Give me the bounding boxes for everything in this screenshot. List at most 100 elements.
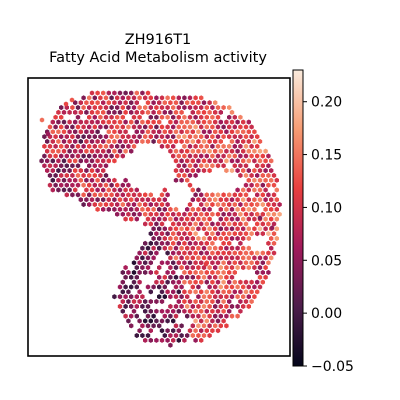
spot-marker xyxy=(185,303,190,309)
spot-marker xyxy=(176,95,181,101)
spot-marker xyxy=(157,109,162,115)
spot-marker xyxy=(148,299,153,305)
spot-marker xyxy=(203,261,209,267)
spot-marker xyxy=(45,158,50,164)
spot-marker xyxy=(106,90,111,96)
spot-marker xyxy=(224,303,229,309)
spot-marker xyxy=(115,134,120,140)
spot-marker xyxy=(252,177,257,183)
spot-marker xyxy=(75,153,81,159)
spot-marker xyxy=(78,148,83,154)
spot-marker xyxy=(168,129,173,135)
spot-marker xyxy=(171,260,176,266)
spot-marker xyxy=(137,105,142,111)
spot-marker xyxy=(176,221,181,227)
spot-marker xyxy=(95,129,100,135)
spot-marker xyxy=(89,187,95,193)
spot-marker xyxy=(67,158,72,164)
spot-marker xyxy=(176,231,181,237)
spot-marker xyxy=(101,90,106,96)
spot-marker xyxy=(64,143,69,149)
spot-marker xyxy=(59,182,64,188)
spot-marker xyxy=(56,119,61,125)
spot-marker xyxy=(204,328,209,334)
spot-marker xyxy=(232,163,237,169)
spot-marker xyxy=(224,235,229,241)
spot-marker xyxy=(182,105,187,111)
spot-marker xyxy=(255,211,260,217)
spot-marker xyxy=(185,119,190,125)
spot-marker xyxy=(148,318,153,324)
spot-marker xyxy=(101,148,106,154)
spot-marker xyxy=(171,231,176,237)
spot-marker xyxy=(218,197,223,203)
spot-marker xyxy=(187,172,193,178)
spot-marker xyxy=(101,138,106,144)
spot-marker xyxy=(145,206,151,212)
spot-marker xyxy=(75,143,81,149)
spot-marker xyxy=(227,124,232,130)
spot-marker xyxy=(260,211,265,217)
spot-marker xyxy=(117,197,123,203)
spot-marker xyxy=(182,240,187,246)
spot-marker xyxy=(210,299,215,305)
spot-marker xyxy=(123,148,128,154)
spot-marker xyxy=(56,148,61,154)
spot-marker xyxy=(89,158,95,164)
spot-marker xyxy=(84,129,89,135)
spot-marker xyxy=(101,197,106,203)
spot-marker xyxy=(246,206,251,212)
spot-marker xyxy=(173,129,179,135)
spot-marker xyxy=(182,279,187,285)
spot-marker xyxy=(179,158,184,164)
spot-marker xyxy=(134,274,139,280)
spot-marker xyxy=(235,235,240,241)
spot-marker xyxy=(215,328,221,334)
spot-marker xyxy=(148,211,153,217)
spot-marker xyxy=(269,177,274,183)
spot-marker xyxy=(201,148,207,154)
spot-marker xyxy=(271,172,277,178)
spot-marker xyxy=(221,269,226,275)
spot-marker xyxy=(246,177,251,183)
spot-marker xyxy=(89,197,95,203)
spot-marker xyxy=(185,177,190,183)
spot-marker xyxy=(143,318,148,324)
spot-marker xyxy=(196,255,201,261)
spot-marker xyxy=(196,206,201,212)
spot-marker xyxy=(185,235,190,241)
spot-marker xyxy=(269,245,274,251)
spot-marker xyxy=(159,114,165,120)
spot-marker xyxy=(123,187,128,193)
spot-marker xyxy=(143,240,148,246)
spot-marker xyxy=(201,323,207,329)
spot-marker xyxy=(266,231,271,237)
spot-marker xyxy=(117,206,123,212)
spot-marker xyxy=(196,187,201,193)
spot-marker xyxy=(243,153,249,159)
spot-marker xyxy=(84,187,89,193)
spot-marker xyxy=(227,211,232,217)
spot-marker xyxy=(179,226,184,232)
spot-marker xyxy=(70,182,75,188)
spot-marker xyxy=(185,265,190,271)
spot-marker xyxy=(120,308,125,314)
spot-marker xyxy=(243,124,249,130)
spot-marker xyxy=(243,279,249,285)
spot-marker xyxy=(196,333,201,339)
spot-marker xyxy=(210,105,215,111)
spot-marker xyxy=(157,197,162,203)
colorbar-tick-label: 0.00 xyxy=(311,306,342,322)
spot-marker xyxy=(47,163,53,169)
spot-marker xyxy=(246,129,251,135)
spot-marker xyxy=(246,148,251,154)
spot-marker xyxy=(204,134,209,140)
spot-marker xyxy=(123,284,128,290)
spot-marker xyxy=(257,215,263,221)
spot-marker xyxy=(241,216,246,222)
spot-marker xyxy=(70,143,75,149)
spot-marker xyxy=(162,333,167,339)
spot-marker xyxy=(182,134,187,140)
spot-marker xyxy=(255,202,260,208)
spot-marker xyxy=(199,279,204,285)
